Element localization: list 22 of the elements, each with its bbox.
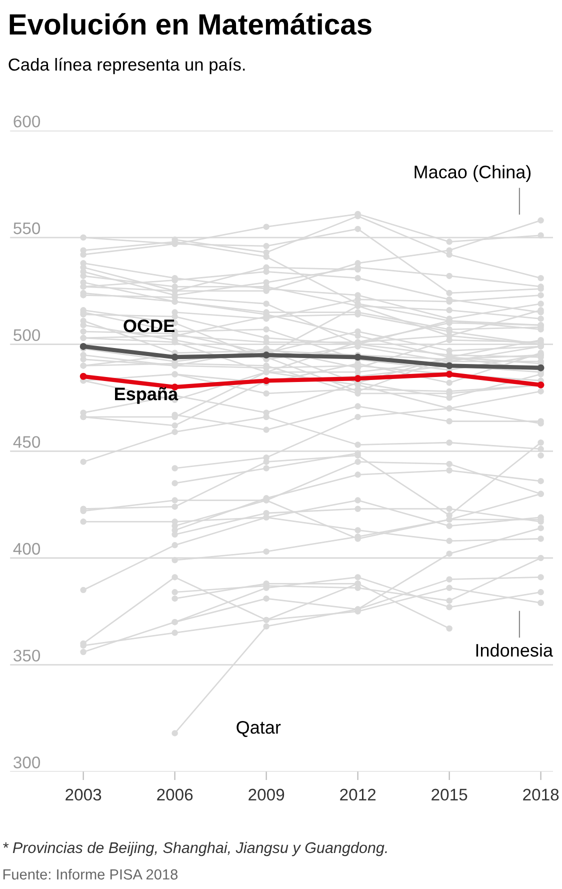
y-tick-label: 450	[13, 436, 40, 448]
x-tick-label: 2006	[157, 788, 193, 801]
y-tick-label: 300	[14, 756, 40, 768]
y-tick-label: 550	[14, 222, 40, 234]
source-note: Fuente: Informe PISA 2018	[3, 868, 178, 880]
x-tick-label: 2012	[340, 788, 376, 801]
y-tick-label: 500	[14, 329, 40, 342]
text: * Provincias de Beijing, Shanghai, Jiangsu y Guangdong.	[3, 842, 387, 856]
chart-title: Evolución en Matemáticas	[10, 13, 372, 35]
text: Macao (China)	[414, 165, 531, 182]
y-tick-label: 600	[14, 116, 40, 128]
text: Qatar	[236, 720, 281, 737]
text: Indonesia	[476, 643, 554, 657]
y-tick-label: 400	[13, 542, 40, 555]
series-label: OCDE	[124, 319, 174, 332]
series-label: España	[115, 387, 178, 404]
x-tick-label: 2018	[523, 788, 559, 801]
x-tick-label: 2009	[248, 788, 284, 801]
x-tick-label: 2003	[66, 788, 102, 801]
y-tick-label: 350	[14, 650, 40, 662]
chart-subtitle: Cada línea representa un país.	[8, 58, 245, 74]
x-tick-label: 2015	[432, 788, 468, 801]
